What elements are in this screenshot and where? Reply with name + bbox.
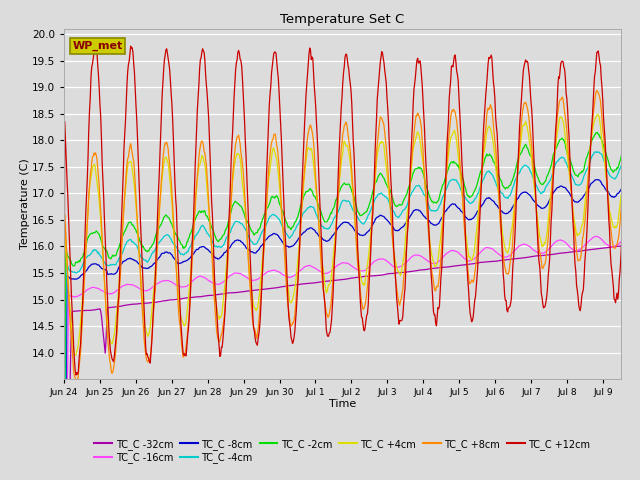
TC_C +12cm [284,300,292,306]
TC_C -2cm [262,209,269,215]
TC_C -16cm [443,250,451,256]
Title: Temperature Set C: Temperature Set C [280,13,404,26]
Text: WP_met: WP_met [72,41,123,51]
TC_C -16cm [411,252,419,258]
TC_C -8cm [127,256,135,262]
TC_C -32cm [284,283,291,289]
TC_C -8cm [262,237,269,243]
TC_C +8cm [127,145,135,151]
TC_C -2cm [284,221,291,227]
TC_C -2cm [60,387,68,393]
TC_C -2cm [411,167,419,172]
TC_C -2cm [629,122,637,128]
TC_C +4cm [629,103,637,108]
TC_C -4cm [443,185,451,191]
TC_C +4cm [443,164,451,170]
TC_C -16cm [233,270,241,276]
TC_C -8cm [443,207,451,213]
TC_C -32cm [233,289,241,295]
TC_C -32cm [627,242,635,248]
TC_C -4cm [284,232,291,238]
TC_C +4cm [284,279,291,285]
TC_C -32cm [262,286,269,292]
TC_C -32cm [60,387,68,393]
TC_C +12cm [60,387,68,393]
TC_C +4cm [262,216,269,222]
Line: TC_C -4cm: TC_C -4cm [64,144,639,390]
TC_C +4cm [635,387,640,393]
TC_C -4cm [127,238,135,243]
TC_C -4cm [60,387,68,393]
TC_C +8cm [233,134,241,140]
TC_C +8cm [284,296,291,301]
TC_C -16cm [635,387,640,393]
TC_C -8cm [233,237,241,243]
TC_C -8cm [635,387,640,393]
TC_C +12cm [234,49,242,55]
TC_C -16cm [262,270,269,276]
TC_C -2cm [443,170,451,176]
TC_C -4cm [262,224,269,229]
TC_C -2cm [233,200,241,206]
TC_C -32cm [127,301,135,307]
TC_C -32cm [635,387,640,393]
TC_C +12cm [262,177,270,182]
TC_C +12cm [129,45,136,50]
Line: TC_C +12cm: TC_C +12cm [64,46,639,390]
TC_C -32cm [411,268,419,274]
TC_C -2cm [127,220,135,226]
TC_C +4cm [60,387,68,393]
TC_C +12cm [444,129,451,135]
TC_C +12cm [412,73,419,79]
TC_C -8cm [627,172,635,178]
TC_C +8cm [262,223,269,228]
TC_C -8cm [411,207,419,213]
Legend: TC_C -32cm, TC_C -16cm, TC_C -8cm, TC_C -4cm, TC_C -2cm, TC_C +4cm, TC_C +8cm, T: TC_C -32cm, TC_C -16cm, TC_C -8cm, TC_C … [90,435,595,468]
TC_C -4cm [411,185,419,191]
TC_C +8cm [635,387,640,393]
TC_C +8cm [443,163,451,169]
Line: TC_C +8cm: TC_C +8cm [64,88,639,390]
TC_C -16cm [627,230,635,236]
Line: TC_C -8cm: TC_C -8cm [64,175,639,390]
TC_C -16cm [127,282,135,288]
Y-axis label: Temperature (C): Temperature (C) [20,158,30,250]
TC_C +8cm [629,85,637,91]
Line: TC_C -2cm: TC_C -2cm [64,125,639,390]
TC_C +4cm [127,160,135,166]
TC_C +12cm [635,102,640,108]
TC_C -8cm [60,387,68,393]
TC_C -8cm [284,243,291,249]
TC_C +4cm [233,151,241,156]
TC_C +8cm [60,387,68,393]
TC_C +8cm [411,122,419,128]
TC_C -16cm [60,387,68,393]
TC_C +4cm [411,140,419,146]
X-axis label: Time: Time [329,398,356,408]
TC_C +12cm [127,43,134,49]
Line: TC_C -16cm: TC_C -16cm [64,233,639,390]
TC_C -2cm [635,387,640,393]
TC_C -32cm [443,264,451,270]
Line: TC_C -32cm: TC_C -32cm [64,245,639,390]
TC_C -4cm [233,218,241,224]
TC_C -4cm [627,141,635,146]
TC_C -4cm [635,387,640,393]
TC_C -16cm [284,274,291,280]
Line: TC_C +4cm: TC_C +4cm [64,106,639,390]
